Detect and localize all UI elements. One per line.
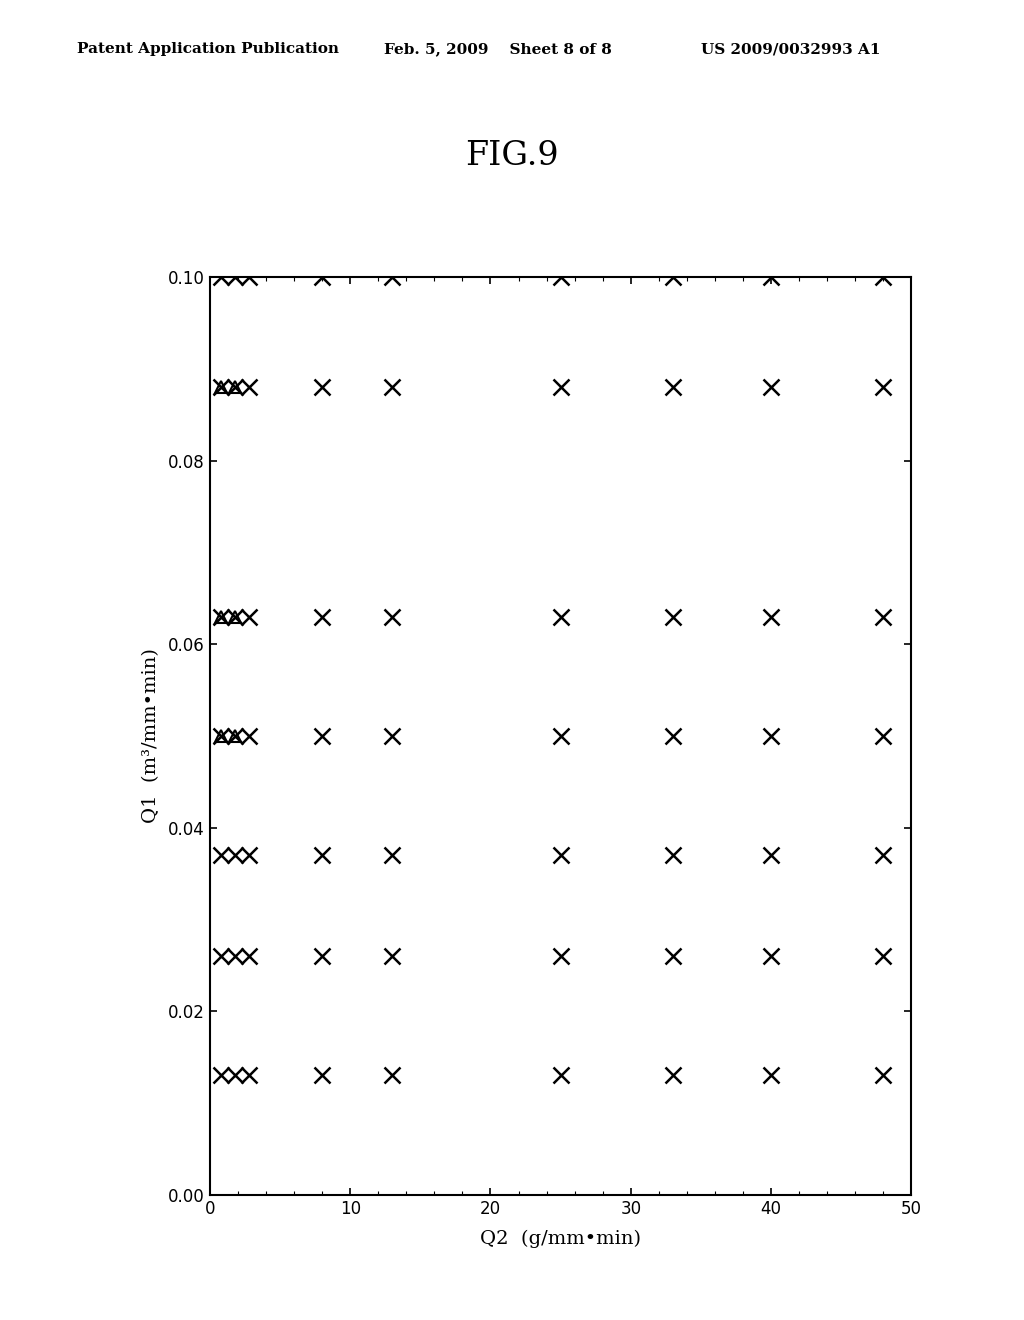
Text: FIG.9: FIG.9 [465, 140, 559, 172]
Text: Patent Application Publication: Patent Application Publication [77, 42, 339, 57]
Text: Feb. 5, 2009    Sheet 8 of 8: Feb. 5, 2009 Sheet 8 of 8 [384, 42, 612, 57]
Y-axis label: Q1  (m³/mm•min): Q1 (m³/mm•min) [142, 648, 161, 824]
Text: US 2009/0032993 A1: US 2009/0032993 A1 [701, 42, 881, 57]
X-axis label: Q2  (g/mm•min): Q2 (g/mm•min) [480, 1229, 641, 1247]
